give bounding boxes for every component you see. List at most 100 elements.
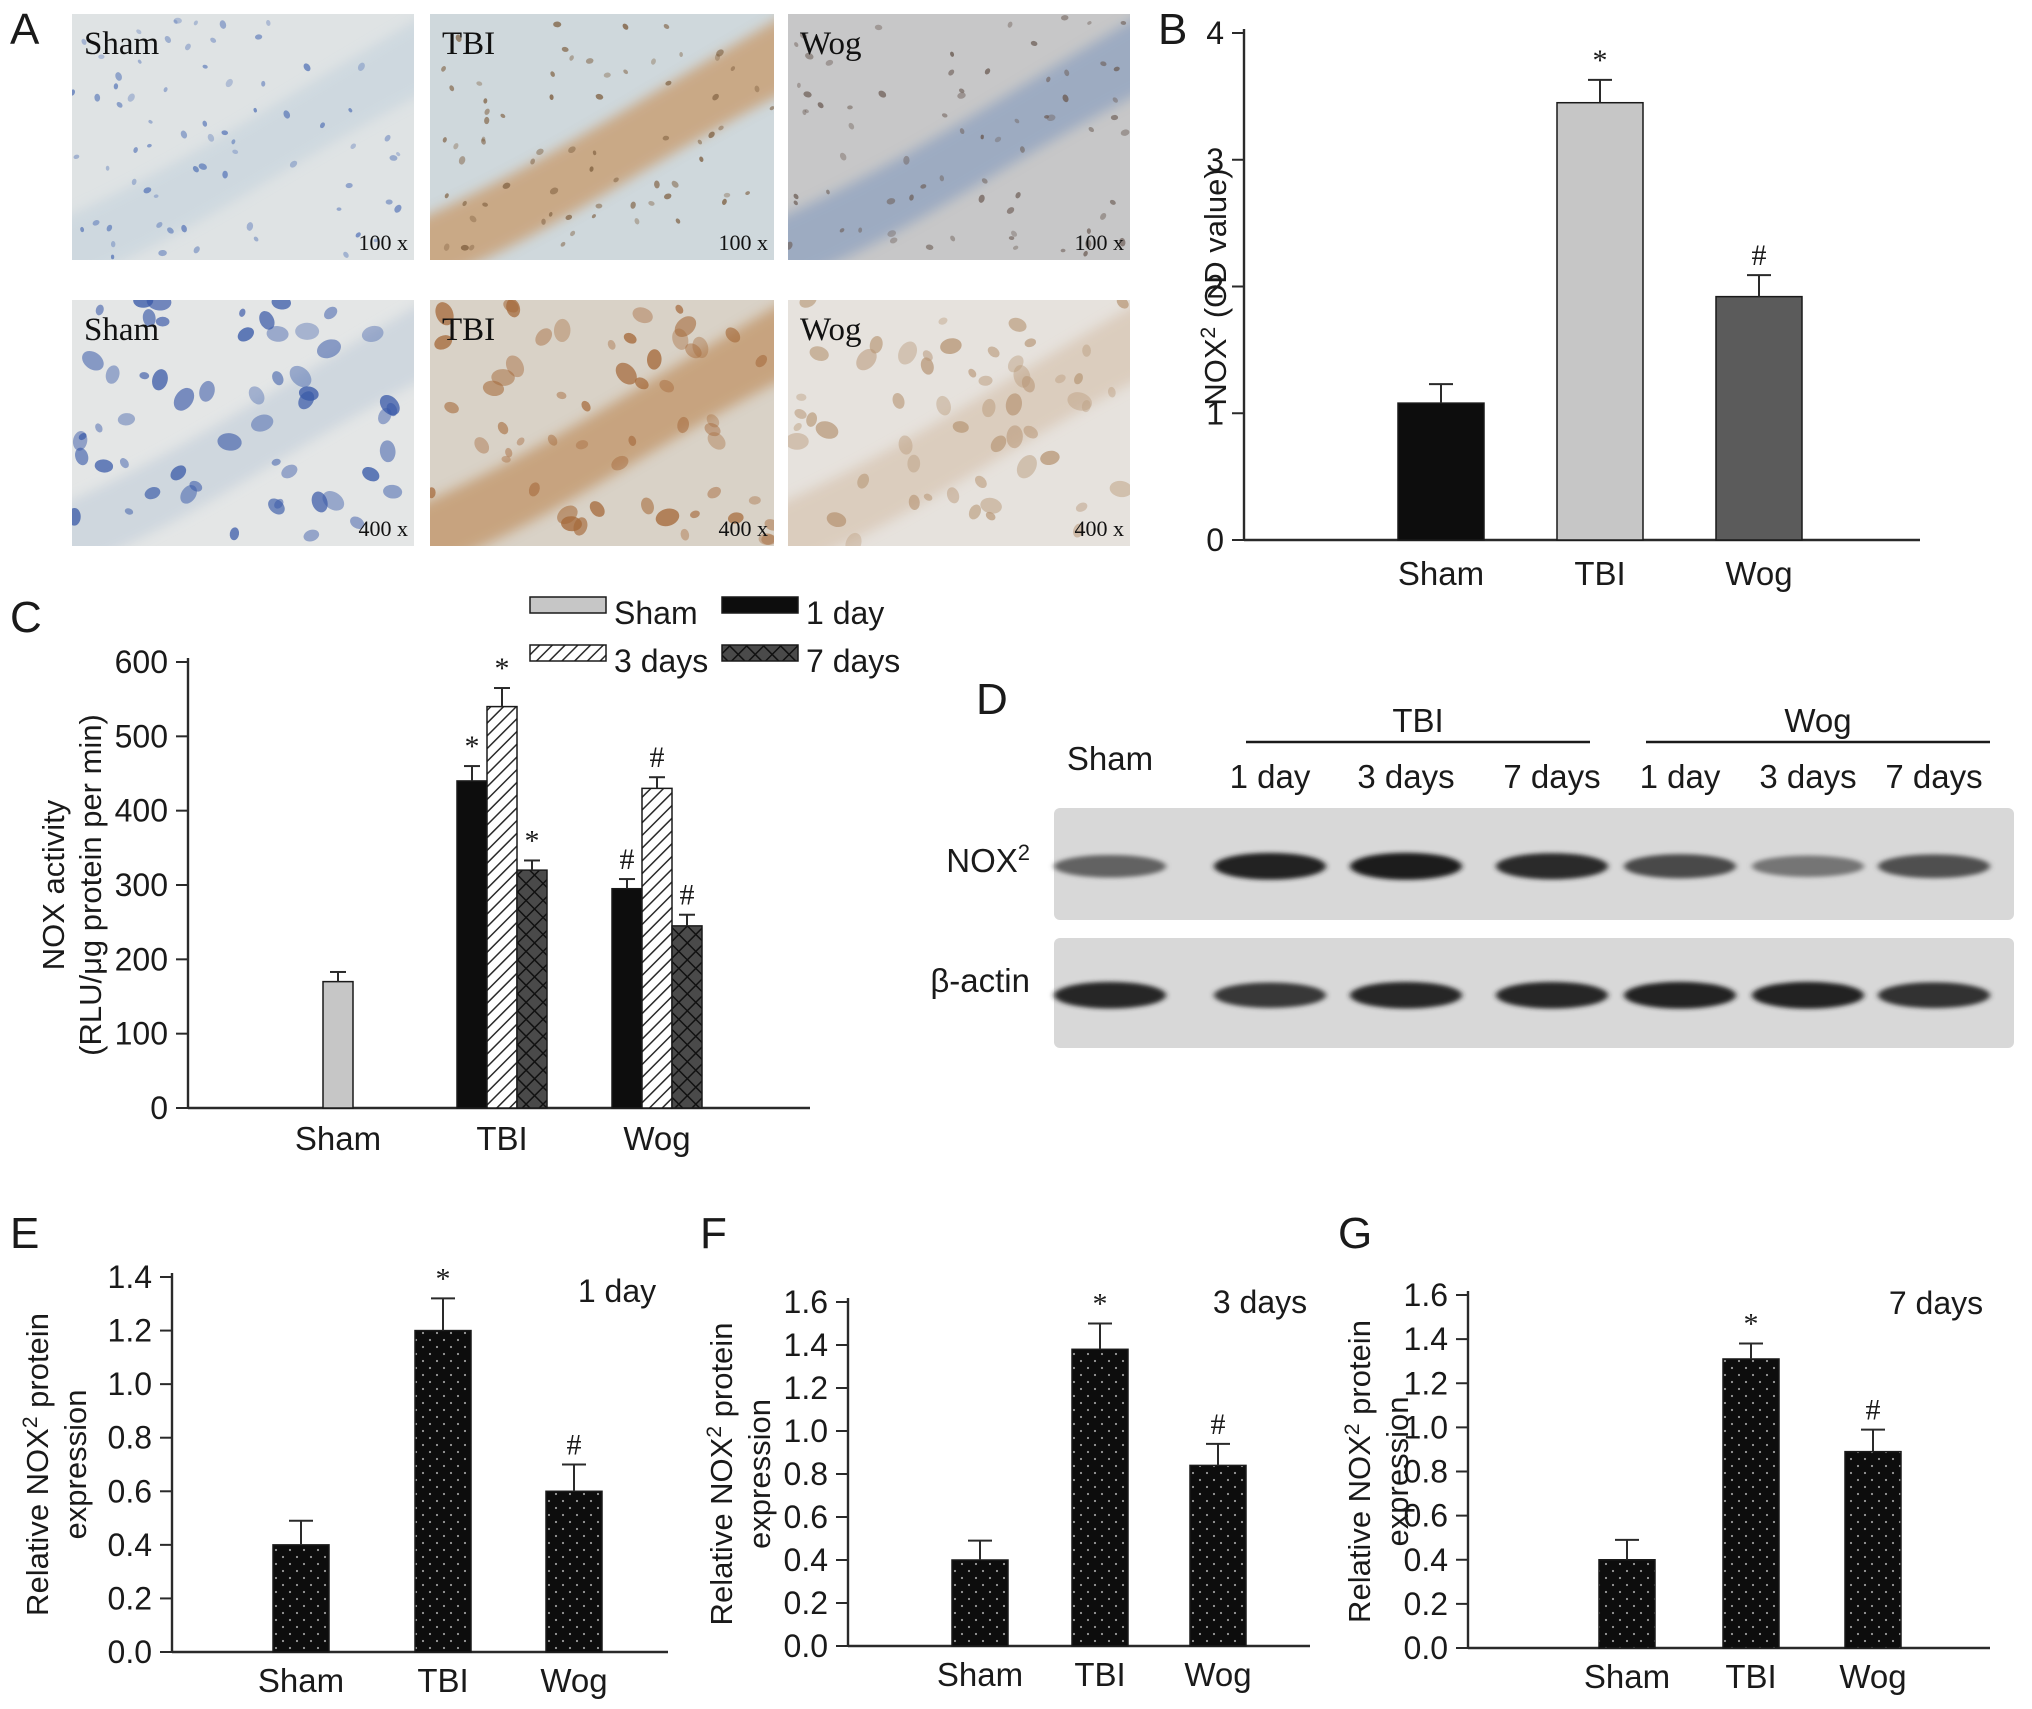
micrograph-image bbox=[72, 300, 414, 546]
x-category-label: Sham bbox=[937, 1656, 1023, 1693]
y-axis-title-superscript: 2 bbox=[1341, 1423, 1364, 1435]
micrograph-group-label: Wog bbox=[800, 312, 862, 348]
significance-marker: * bbox=[1593, 44, 1608, 77]
micrograph-cell bbox=[575, 440, 589, 450]
micrograph-cell bbox=[455, 34, 462, 42]
bar-tbi-1-day bbox=[456, 780, 488, 1109]
blot-band bbox=[1752, 981, 1864, 1009]
panel-g-chart: G 0.0 0.2 0.4 0.6 0.8 1.0 1.2 1.4 1.6 Sham * TBI # Wog… bbox=[1338, 1209, 1990, 1695]
micrograph-cell bbox=[1046, 76, 1051, 83]
lane-label-sham: Sham bbox=[1067, 740, 1153, 777]
micrograph-cell bbox=[655, 508, 680, 527]
micrograph-cell bbox=[908, 494, 920, 510]
y-axis-title-suffix: protein bbox=[20, 1313, 55, 1416]
micrograph-cell bbox=[560, 241, 566, 247]
micrograph-cell bbox=[556, 391, 567, 400]
micrograph-cell bbox=[442, 137, 447, 143]
blot-band bbox=[1496, 981, 1608, 1009]
micrograph-cell bbox=[1112, 97, 1118, 103]
micrograph-cell bbox=[163, 87, 168, 93]
micrograph-cell bbox=[557, 505, 578, 525]
micrograph-cell bbox=[1081, 400, 1091, 413]
significance-marker: # bbox=[680, 879, 695, 912]
micrograph-cell bbox=[378, 407, 392, 425]
timepoint-annotation: 7 days bbox=[1889, 1285, 1983, 1321]
micrograph-cell bbox=[878, 90, 887, 98]
micrograph-cell bbox=[898, 341, 918, 365]
micrograph-cell bbox=[848, 122, 855, 130]
micrograph-cell bbox=[311, 491, 328, 513]
micrograph-tissue-band bbox=[430, 21, 774, 260]
micrograph-cell bbox=[799, 300, 817, 308]
micrograph-cell bbox=[1083, 250, 1088, 257]
micrograph-cell bbox=[239, 308, 246, 317]
micrograph-group-label: TBI bbox=[442, 312, 495, 348]
micrograph-cell bbox=[764, 519, 774, 531]
y-axis-title-line1: NOX activity bbox=[36, 799, 71, 970]
micrograph-cell bbox=[180, 130, 188, 139]
y-axis-title-prefix: Relative NOX bbox=[20, 1428, 55, 1616]
micrograph-cell bbox=[189, 480, 203, 492]
micrograph-cell bbox=[803, 91, 812, 98]
micrograph-cell bbox=[628, 435, 637, 446]
bar-wog bbox=[1715, 295, 1803, 541]
legend-swatch bbox=[721, 644, 799, 662]
micrograph-cell bbox=[1064, 69, 1070, 77]
y-tick-label: 1.0 bbox=[1404, 1409, 1448, 1445]
micrograph-cell bbox=[136, 29, 142, 35]
micrograph-cell bbox=[817, 102, 824, 109]
micrograph-cell bbox=[758, 533, 774, 545]
micrograph-cell bbox=[199, 380, 215, 402]
y-tick-label: 0.8 bbox=[1404, 1454, 1448, 1490]
micrograph-cell bbox=[152, 369, 168, 391]
micrograph-cell bbox=[441, 65, 446, 72]
significance-marker: * bbox=[436, 1262, 451, 1295]
micrograph-cell bbox=[797, 82, 801, 88]
micrograph-cell bbox=[1011, 230, 1018, 237]
bar-wog bbox=[1844, 1450, 1902, 1649]
micrograph-magnification-label: 100 x bbox=[359, 230, 409, 255]
blot-band bbox=[1878, 982, 1990, 1009]
micrograph-cell bbox=[481, 138, 486, 145]
micrograph-cell bbox=[1062, 94, 1069, 103]
micrograph-cell bbox=[685, 343, 702, 359]
panel-letter-c: C bbox=[10, 593, 42, 642]
micrograph-cell bbox=[718, 125, 724, 131]
legend-label: 7 days bbox=[806, 643, 900, 679]
micrograph-cell bbox=[1040, 450, 1060, 466]
micrograph-cell bbox=[133, 147, 138, 153]
micrograph-cell bbox=[501, 455, 511, 463]
micrograph-cell bbox=[1119, 237, 1126, 247]
blot-band bbox=[1350, 852, 1462, 880]
micrograph-cell bbox=[794, 42, 799, 48]
micrograph-cell bbox=[251, 414, 274, 432]
micrograph-cell bbox=[886, 198, 896, 205]
row-label-nox2: NOX2 bbox=[946, 840, 1030, 880]
micrograph-cell bbox=[502, 182, 511, 189]
x-category-label: Wog bbox=[1839, 1658, 1906, 1695]
micrograph-cell bbox=[146, 300, 172, 311]
panel-letter-d: D bbox=[976, 675, 1008, 724]
micrograph-cell bbox=[1060, 248, 1066, 253]
micrograph-cell bbox=[497, 421, 509, 435]
micrograph-cell bbox=[148, 119, 153, 124]
micrograph-cell bbox=[483, 98, 488, 104]
micrograph-cell bbox=[857, 473, 870, 489]
y-tick-label: 0.6 bbox=[784, 1499, 828, 1535]
micrograph-cell bbox=[982, 398, 996, 418]
x-category-label: TBI bbox=[1074, 1656, 1125, 1693]
micrograph-magnification-label: 400 x bbox=[1075, 516, 1125, 541]
micrograph-cell bbox=[1100, 61, 1107, 67]
micrograph-cell bbox=[704, 422, 721, 437]
micrograph-cell bbox=[316, 339, 341, 359]
y-axis-title-suffix: protein bbox=[704, 1323, 739, 1426]
micrograph-cell bbox=[72, 507, 81, 526]
micrograph-cell bbox=[75, 447, 89, 466]
micrograph-cell bbox=[434, 335, 453, 350]
y-tick-label: 1.2 bbox=[1404, 1365, 1448, 1401]
y-tick-label: 0.8 bbox=[784, 1456, 828, 1492]
micrograph-cell bbox=[266, 19, 271, 26]
micrograph-2: Wog 100 x bbox=[788, 14, 1130, 260]
micrograph-cell bbox=[936, 395, 951, 416]
